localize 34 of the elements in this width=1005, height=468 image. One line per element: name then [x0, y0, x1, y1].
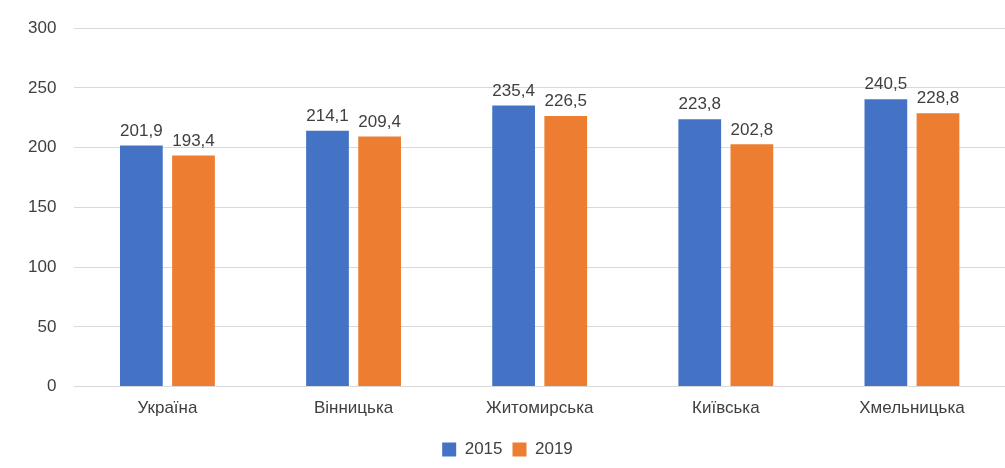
data-label: 201,9	[120, 120, 163, 140]
data-label: 193,4	[172, 130, 215, 150]
data-label: 240,5	[864, 74, 908, 94]
bar	[544, 116, 588, 387]
legend-label: 2015	[464, 439, 503, 459]
bar	[120, 145, 163, 387]
legend-label: 2019	[535, 439, 573, 459]
data-label: 209,4	[358, 111, 401, 131]
data-label: 235,4	[492, 80, 535, 100]
bar	[916, 113, 960, 387]
y-tick-label: 50	[37, 316, 57, 336]
data-label: 226,5	[544, 91, 588, 111]
x-tick-label: Хмельницька	[859, 398, 966, 418]
x-tick-label: Житомирська	[485, 398, 594, 418]
bar	[306, 130, 349, 387]
y-tick-label: 150	[27, 197, 57, 217]
y-tick-label: 300	[27, 17, 57, 37]
data-label: 228,8	[916, 88, 960, 108]
y-tick-label: 250	[27, 77, 57, 97]
y-tick-label: 100	[27, 256, 57, 276]
bar	[172, 155, 215, 387]
x-tick-label: Київська	[692, 398, 761, 418]
data-label: 214,1	[306, 106, 349, 126]
bar	[730, 144, 774, 387]
bar	[492, 105, 535, 387]
bar	[678, 119, 722, 387]
bar	[358, 136, 401, 387]
data-label: 202,8	[730, 119, 774, 139]
data-label: 223,8	[678, 94, 722, 114]
y-tick-label: 0	[46, 376, 57, 396]
bar	[864, 99, 908, 387]
x-tick-label: Україна	[137, 398, 198, 418]
x-tick-label: Вінницька	[313, 398, 394, 418]
y-tick-label: 200	[27, 137, 57, 157]
